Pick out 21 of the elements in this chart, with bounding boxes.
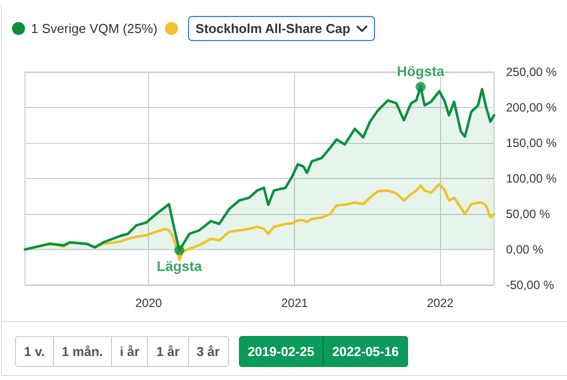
annotation: Lägsta — [156, 258, 202, 274]
text: i år — [112, 336, 148, 367]
text: 2022-05-16 — [323, 336, 408, 367]
text: 1 mån. — [54, 336, 112, 367]
y-tick-label: 50,00 % — [506, 207, 550, 221]
legend-label: 1 Sverige VQM (25%) — [31, 21, 158, 36]
y-tick-label: 200,00 % — [506, 100, 558, 114]
text: 2019-02-25 — [238, 336, 324, 367]
text: 1 år — [148, 336, 189, 367]
y-tick-label: 0,00 % — [506, 242, 544, 256]
y-tick-label: 150,00 % — [506, 136, 558, 150]
text: 3 år — [188, 336, 229, 367]
x-tick-label: 2020 — [135, 296, 162, 310]
text: 1 v. — [15, 336, 54, 367]
y-tick-label: -50,00 % — [506, 278, 554, 292]
x-tick-label: 2021 — [281, 296, 308, 310]
y-tick-label: 250,00 % — [506, 65, 558, 79]
x-tick-label: 2022 — [426, 296, 454, 310]
y-tick-label: 100,00 % — [506, 172, 558, 186]
legend-label: Stockholm All-Share Cap — [195, 21, 350, 36]
annotation: Högsta — [396, 62, 445, 79]
